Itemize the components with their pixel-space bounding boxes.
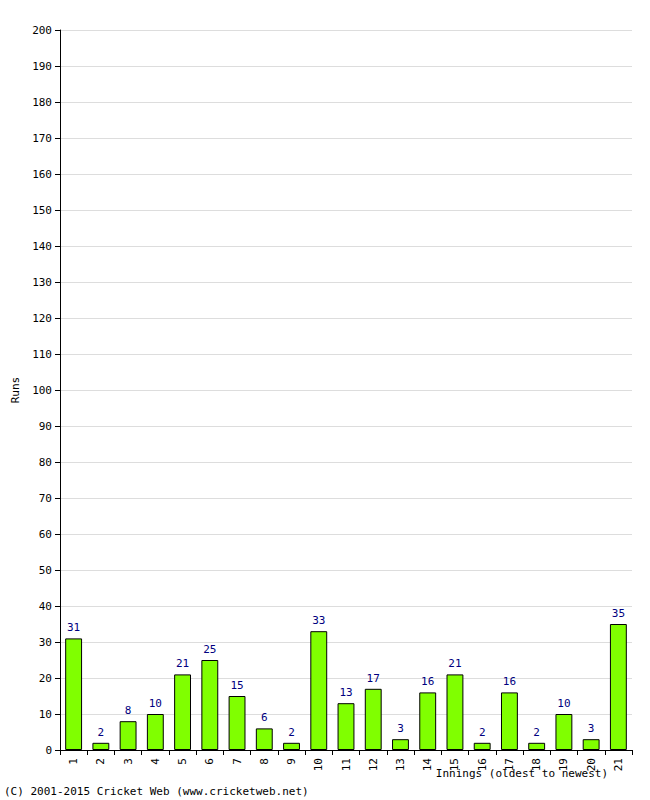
svg-text:10: 10 (39, 708, 52, 721)
svg-text:15: 15 (230, 679, 243, 692)
svg-text:2: 2 (288, 726, 295, 739)
svg-text:190: 190 (32, 60, 52, 73)
svg-text:7: 7 (231, 758, 244, 765)
svg-text:21: 21 (176, 657, 189, 670)
svg-text:200: 200 (32, 24, 52, 37)
svg-text:16: 16 (476, 758, 489, 771)
svg-text:50: 50 (39, 564, 52, 577)
svg-text:17: 17 (503, 758, 516, 771)
svg-text:3: 3 (588, 722, 595, 735)
svg-text:Runs: Runs (9, 377, 22, 404)
svg-text:31: 31 (67, 621, 80, 634)
svg-text:6: 6 (261, 711, 268, 724)
svg-text:14: 14 (421, 758, 434, 772)
svg-text:170: 170 (32, 132, 52, 145)
svg-text:30: 30 (39, 636, 52, 649)
svg-text:2: 2 (94, 758, 107, 765)
svg-text:130: 130 (32, 276, 52, 289)
svg-text:(C) 2001-2015 Cricket Web (www: (C) 2001-2015 Cricket Web (www.cricketwe… (4, 785, 309, 798)
svg-text:11: 11 (340, 758, 353, 771)
svg-text:4: 4 (149, 758, 162, 765)
svg-text:13: 13 (394, 758, 407, 771)
svg-text:60: 60 (39, 528, 52, 541)
svg-text:Innings (oldest to newest): Innings (oldest to newest) (436, 767, 608, 780)
svg-text:20: 20 (585, 758, 598, 771)
svg-text:3: 3 (397, 722, 404, 735)
svg-text:2: 2 (98, 726, 105, 739)
svg-text:35: 35 (612, 607, 625, 620)
svg-text:110: 110 (32, 348, 52, 361)
svg-text:16: 16 (503, 675, 516, 688)
svg-text:5: 5 (176, 758, 189, 765)
svg-text:17: 17 (367, 672, 380, 685)
svg-text:2: 2 (479, 726, 486, 739)
svg-text:160: 160 (32, 168, 52, 181)
svg-text:20: 20 (39, 672, 52, 685)
svg-text:10: 10 (557, 697, 570, 710)
svg-text:21: 21 (448, 657, 461, 670)
svg-text:1: 1 (67, 758, 80, 765)
svg-text:19: 19 (557, 758, 570, 771)
svg-text:8: 8 (125, 704, 132, 717)
svg-text:3: 3 (122, 758, 135, 765)
svg-text:10: 10 (312, 758, 325, 771)
svg-text:40: 40 (39, 600, 52, 613)
svg-text:120: 120 (32, 312, 52, 325)
svg-text:140: 140 (32, 240, 52, 253)
svg-text:2: 2 (533, 726, 540, 739)
svg-text:70: 70 (39, 492, 52, 505)
svg-text:8: 8 (258, 758, 271, 765)
svg-text:21: 21 (612, 758, 625, 771)
svg-text:33: 33 (312, 614, 325, 627)
svg-text:90: 90 (39, 420, 52, 433)
svg-text:180: 180 (32, 96, 52, 109)
svg-text:15: 15 (448, 758, 461, 771)
svg-text:13: 13 (339, 686, 352, 699)
svg-text:25: 25 (203, 643, 216, 656)
svg-text:16: 16 (421, 675, 434, 688)
svg-text:18: 18 (530, 758, 543, 771)
svg-text:150: 150 (32, 204, 52, 217)
svg-text:12: 12 (367, 758, 380, 771)
svg-text:10: 10 (149, 697, 162, 710)
svg-text:0: 0 (45, 744, 52, 757)
svg-text:100: 100 (32, 384, 52, 397)
svg-text:80: 80 (39, 456, 52, 469)
svg-text:6: 6 (203, 758, 216, 765)
svg-text:9: 9 (285, 758, 298, 765)
